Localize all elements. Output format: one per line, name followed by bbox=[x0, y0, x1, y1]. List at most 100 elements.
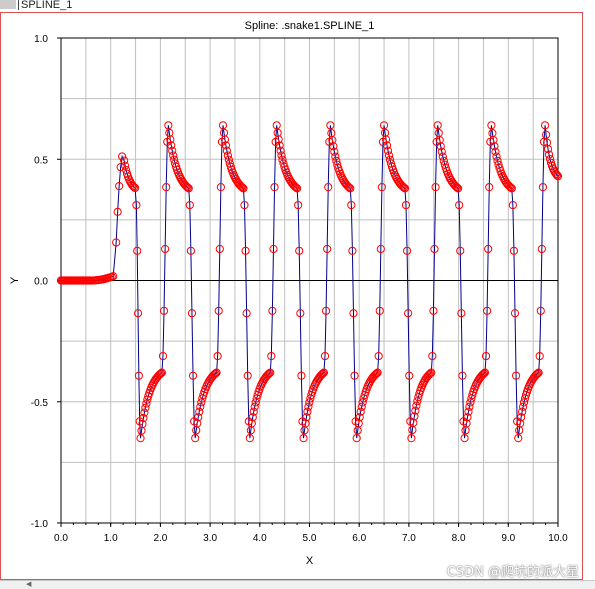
spline-marker bbox=[269, 244, 278, 254]
spline-marker bbox=[222, 146, 231, 155]
spline-marker bbox=[139, 413, 148, 423]
spline-marker bbox=[400, 184, 410, 193]
spline-marker bbox=[240, 200, 249, 210]
spline-marker bbox=[401, 200, 411, 210]
spline-marker bbox=[248, 413, 257, 422]
spline-marker bbox=[506, 183, 515, 192]
spline-marker bbox=[345, 183, 354, 192]
spline-marker bbox=[263, 371, 272, 380]
spline-marker bbox=[138, 419, 147, 429]
spline-marker bbox=[431, 183, 440, 192]
spline-marker bbox=[491, 147, 500, 156]
spline-marker bbox=[264, 370, 273, 379]
spline-marker bbox=[155, 370, 165, 379]
spline-marker bbox=[489, 136, 498, 145]
spline-marker bbox=[274, 135, 283, 144]
spline-marker bbox=[455, 200, 464, 210]
x-tick-label: 1.0 bbox=[104, 533, 118, 544]
spline-marker bbox=[384, 151, 394, 160]
spline-marker bbox=[238, 183, 247, 192]
spline-marker bbox=[465, 402, 474, 411]
spline-marker bbox=[518, 407, 527, 416]
spline-marker bbox=[247, 419, 256, 428]
spline-marker bbox=[485, 183, 494, 192]
spline-marker bbox=[166, 135, 175, 144]
spline-marker bbox=[251, 398, 260, 407]
spline-marker bbox=[551, 169, 561, 179]
spline-marker bbox=[404, 309, 413, 318]
spline-marker bbox=[188, 371, 198, 380]
spline-marker bbox=[538, 183, 548, 192]
spline-marker bbox=[319, 368, 329, 377]
spline-marker bbox=[377, 183, 386, 192]
x-tick-label: 7.0 bbox=[402, 533, 416, 544]
scroll-left-icon[interactable]: ◀ bbox=[26, 581, 32, 588]
spline-marker bbox=[214, 306, 223, 315]
spline-marker bbox=[158, 351, 168, 361]
spline-marker bbox=[290, 181, 299, 190]
spline-marker bbox=[397, 181, 407, 190]
spline-marker bbox=[358, 398, 367, 407]
spline-marker bbox=[354, 419, 363, 428]
spline-marker bbox=[427, 368, 436, 377]
spline-marker bbox=[477, 371, 487, 380]
spline-marker bbox=[236, 181, 245, 190]
spline-marker bbox=[212, 368, 221, 377]
spline-marker bbox=[514, 434, 523, 443]
spline-marker bbox=[133, 309, 143, 318]
spline-marker bbox=[326, 121, 335, 130]
spline-marker bbox=[187, 309, 197, 318]
spline-marker bbox=[245, 434, 254, 443]
y-tick-label: 1.0 bbox=[34, 34, 48, 45]
spline-marker bbox=[424, 371, 433, 380]
spline-marker bbox=[169, 151, 178, 160]
spline-marker bbox=[321, 306, 331, 315]
spline-marker bbox=[320, 351, 330, 361]
spline-marker bbox=[132, 200, 141, 210]
spline-marker bbox=[250, 402, 259, 411]
spline-marker bbox=[270, 183, 279, 192]
spline-marker bbox=[552, 171, 562, 180]
spline-marker bbox=[519, 398, 529, 407]
spline-marker bbox=[381, 135, 391, 144]
spline-marker bbox=[429, 306, 438, 315]
window-tab-icon bbox=[0, 0, 16, 9]
spline-marker bbox=[194, 413, 203, 422]
window-tab[interactable]: SPLINE_1 bbox=[0, 0, 200, 12]
application-frame bbox=[0, 12, 583, 580]
spline-marker bbox=[223, 151, 232, 160]
spline-marker bbox=[332, 156, 341, 165]
x-axis-label: X bbox=[306, 555, 314, 567]
spline-marker bbox=[463, 413, 472, 422]
spline-marker bbox=[492, 152, 501, 161]
spline-marker bbox=[511, 371, 521, 380]
spline-marker bbox=[159, 306, 169, 315]
spline-marker bbox=[534, 368, 543, 377]
spline-marker bbox=[383, 146, 393, 155]
spline-marker bbox=[507, 184, 516, 193]
spline-marker bbox=[531, 371, 540, 380]
spline-marker bbox=[428, 351, 437, 361]
spline-marker bbox=[181, 181, 190, 190]
spline-marker bbox=[355, 413, 364, 422]
spline-marker bbox=[184, 184, 193, 193]
spline-marker bbox=[109, 272, 118, 281]
spline-marker bbox=[129, 182, 139, 192]
spline-marker bbox=[237, 182, 246, 191]
x-tick-label: 3.0 bbox=[203, 533, 217, 544]
spline-marker bbox=[436, 142, 445, 151]
spline-marker bbox=[541, 130, 551, 139]
spline-marker bbox=[425, 370, 434, 379]
bottom-scrollbar[interactable]: ◀ bbox=[0, 580, 595, 589]
spline-marker bbox=[382, 141, 392, 150]
x-tick-label: 0.0 bbox=[54, 533, 68, 544]
spline-marker bbox=[239, 184, 248, 193]
spline-marker bbox=[458, 371, 467, 380]
spline-marker bbox=[346, 184, 355, 193]
spline-marker bbox=[215, 244, 224, 254]
spline-marker bbox=[142, 399, 151, 408]
spline-marker bbox=[348, 246, 357, 255]
spline-marker bbox=[407, 434, 416, 443]
spline-marker bbox=[371, 370, 380, 379]
spline-marker bbox=[297, 371, 306, 380]
